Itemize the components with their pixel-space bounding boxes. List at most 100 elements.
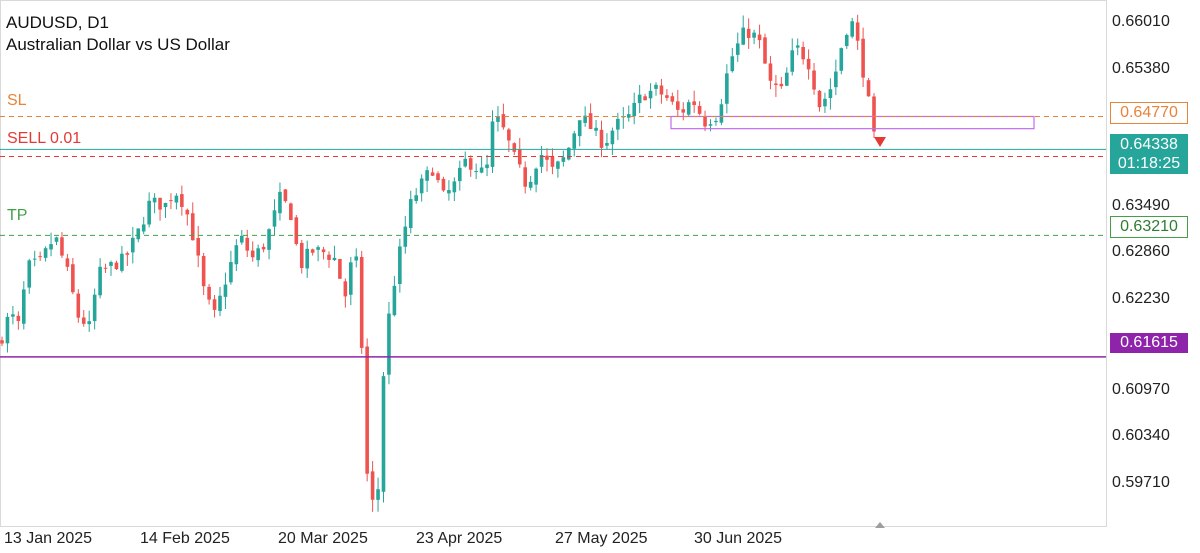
sl-price-tag[interactable]: 0.64770 (1110, 102, 1188, 124)
candle-body (365, 346, 369, 474)
candle-body (229, 262, 233, 283)
candle-body (490, 121, 495, 167)
candle-body (65, 258, 70, 267)
candle-body (659, 85, 664, 95)
candle-body (60, 237, 64, 256)
candle-body (686, 102, 691, 115)
candle-body (256, 248, 260, 261)
candle-body (752, 32, 756, 38)
candle-body (27, 260, 32, 288)
candle-body (425, 170, 429, 181)
candle-body (387, 313, 391, 375)
candle-body (267, 229, 271, 250)
candle-body (76, 293, 81, 318)
candle-body (289, 203, 293, 221)
candle-body (54, 237, 59, 242)
candle-body (790, 50, 795, 72)
candle-body (245, 237, 250, 251)
current-price: 0.64338 (1120, 136, 1178, 153)
candle-body (141, 224, 146, 232)
candle-body (163, 202, 168, 208)
candle-body (768, 63, 773, 81)
price-axis-label: 0.63490 (1112, 197, 1170, 214)
candle-body (398, 246, 402, 284)
candle-body (447, 190, 451, 194)
candle-body (408, 199, 413, 229)
candle-body (703, 116, 707, 127)
candle-body (452, 181, 457, 193)
hline-price-tag[interactable]: 0.61615 (1110, 333, 1188, 353)
candle-body (539, 154, 544, 167)
candle-body (594, 127, 598, 131)
candle-body (741, 27, 745, 45)
candle-body (125, 253, 130, 255)
candle-body (98, 266, 102, 296)
candle-body (479, 167, 484, 173)
sell-label[interactable]: SELL 0.01 (7, 130, 82, 147)
candle-body (92, 294, 97, 322)
candle-body (714, 120, 718, 123)
candle-body (785, 72, 789, 86)
candle-body (616, 118, 620, 130)
candle-body (158, 197, 162, 210)
candle-body (817, 90, 822, 108)
candle-body (354, 256, 359, 261)
price-axis-label: 0.60340 (1112, 427, 1170, 444)
plot-border (0, 0, 1107, 527)
candle-body (697, 105, 702, 114)
sl-label[interactable]: SL (7, 92, 27, 109)
candle-body (305, 248, 309, 269)
candle-body (321, 249, 326, 253)
candle-body (468, 158, 473, 170)
candle-body (294, 217, 299, 244)
candle-body (550, 156, 555, 167)
candle-body (730, 56, 735, 72)
candle-body (872, 96, 876, 132)
candle-body (561, 157, 566, 162)
candle-body (534, 168, 538, 185)
candle-body (637, 94, 642, 104)
candle-body (583, 115, 587, 124)
date-axis-label: 30 Jun 2025 (694, 530, 783, 547)
candle-body (185, 209, 190, 215)
candle-body (272, 210, 277, 227)
candle-body (131, 237, 135, 253)
candle-body (109, 262, 113, 266)
candle-body (725, 73, 729, 104)
candle-body (207, 286, 211, 300)
candle-body (605, 142, 609, 146)
candle-body (795, 45, 800, 48)
candle-body (201, 256, 206, 287)
candle-body (283, 189, 288, 202)
candle-body (180, 194, 184, 207)
candle-body (626, 114, 631, 118)
candle-body (11, 314, 15, 317)
candle-body (496, 116, 500, 122)
candle-body (392, 285, 397, 316)
candle-body (190, 213, 195, 241)
candle-body (196, 238, 200, 256)
candle-body (349, 262, 353, 295)
candle-body (512, 143, 517, 152)
date-axis-label: 13 Jan 2025 (4, 530, 93, 547)
candle-body (152, 197, 157, 203)
candle-body (823, 98, 827, 107)
symbol-timeframe: AUDUSD, D1 (6, 13, 109, 32)
candle-body (485, 164, 489, 169)
candle-body (38, 256, 42, 258)
candle-body (779, 83, 784, 87)
candle-body (240, 235, 244, 243)
tp-label[interactable]: TP (7, 207, 28, 224)
candle-body (654, 84, 658, 89)
candle-body (665, 95, 669, 98)
candle-body (87, 321, 91, 325)
candle-body (403, 226, 408, 247)
candle-body (299, 242, 304, 268)
candle-body (71, 264, 75, 293)
candle-body (708, 124, 713, 126)
tp-price-tag[interactable]: 0.63210 (1110, 216, 1188, 238)
candle-body (763, 37, 767, 64)
candle-body (567, 147, 571, 160)
